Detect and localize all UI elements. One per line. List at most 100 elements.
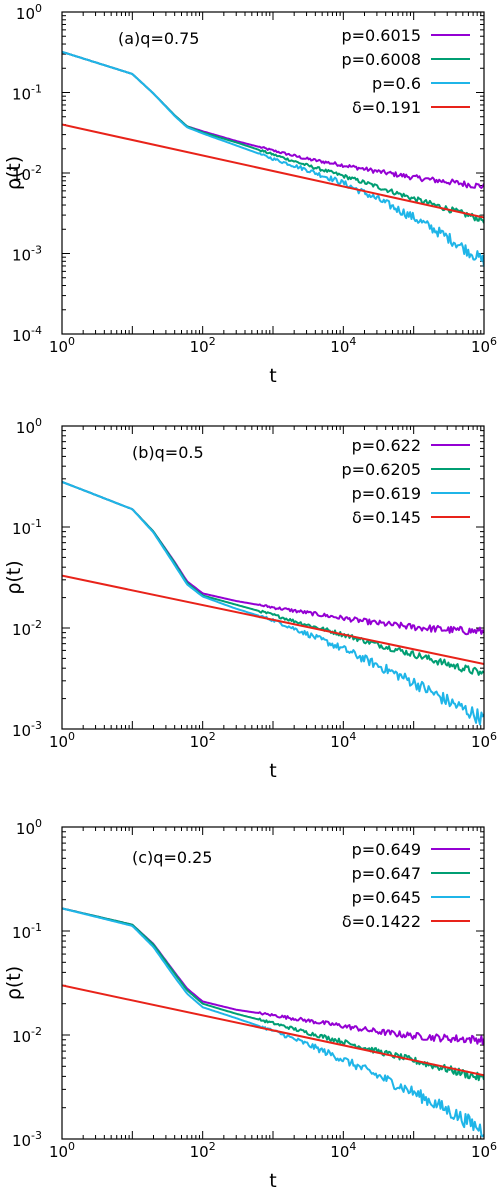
y-tick-label-base: 10 — [12, 247, 31, 265]
legend-label: p=0.649 — [352, 840, 421, 859]
legend-label: p=0.619 — [352, 484, 421, 503]
y-tick-label: 10-1 — [12, 517, 42, 538]
chart-panel-a: 100 102 104 10610010-110-210-310-4tρ(t)(a)q… — [3, 2, 497, 387]
series-line-4 — [62, 984, 484, 1077]
x-tick-label: 106 — [471, 1140, 497, 1161]
y-tick-label-exponent: 0 — [35, 416, 42, 429]
x-tick-label-base: 10 — [49, 733, 68, 751]
y-tick-label-exponent: 0 — [35, 817, 42, 830]
axis-ticks — [61, 827, 484, 1140]
x-tick-label: 104 — [330, 730, 356, 751]
x-tick-label: 100 — [49, 335, 75, 356]
y-tick-label-base: 10 — [16, 820, 35, 838]
y-tick-label-base: 10 — [16, 419, 35, 437]
x-tick-label: 106 — [471, 730, 497, 751]
x-tick-label-base: 10 — [330, 1143, 349, 1161]
x-tick-label-exponent: 6 — [490, 730, 497, 743]
x-tick-label-base: 10 — [49, 338, 68, 356]
y-tick-label-base: 10 — [12, 520, 31, 538]
x-tick-label-exponent: 6 — [490, 335, 497, 348]
x-tick-label-base: 10 — [330, 338, 349, 356]
x-tick-label-exponent: 2 — [209, 730, 216, 743]
y-tick-label-base: 10 — [12, 327, 31, 345]
series-line-4 — [62, 574, 484, 665]
plot-area — [62, 907, 484, 1138]
legend-label: p=0.622 — [352, 436, 421, 455]
y-tick-label-exponent: -2 — [31, 618, 42, 631]
x-tick-label-exponent: 4 — [349, 730, 356, 743]
x-tick-label-exponent: 0 — [68, 1140, 75, 1153]
plot-frame — [61, 425, 485, 730]
series-line-1 — [62, 480, 484, 636]
legend-label: δ=0.1422 — [342, 912, 421, 931]
x-tick-label-base: 10 — [190, 1143, 209, 1161]
y-tick-label: 10-2 — [12, 618, 42, 639]
series-line-2 — [62, 907, 484, 1082]
y-tick-label-base: 10 — [12, 1028, 31, 1046]
x-tick-label-exponent: 2 — [209, 335, 216, 348]
y-axis-label: ρ(t) — [3, 156, 25, 190]
panel-annotation: (c)q=0.25 — [132, 848, 212, 867]
y-tick-label: 100 — [16, 416, 42, 437]
legend-label: p=0.6008 — [341, 50, 421, 69]
y-tick-label: 10-4 — [12, 324, 42, 345]
y-tick-label-exponent: -3 — [31, 719, 42, 732]
plot-frame — [61, 11, 485, 335]
y-tick-label-exponent: -2 — [31, 163, 42, 176]
legend-label: δ=0.145 — [352, 508, 421, 527]
y-tick-label-base: 10 — [12, 166, 31, 184]
y-tick-label-exponent: -1 — [31, 921, 42, 934]
x-tick-label: 100 — [49, 730, 75, 751]
x-axis-label: t — [269, 365, 276, 387]
x-tick-label-base: 10 — [471, 338, 490, 356]
y-tick-label-exponent: -3 — [31, 244, 42, 257]
legend-label: p=0.6 — [372, 74, 421, 93]
y-tick-label: 10-1 — [12, 921, 42, 942]
chart-panel-c: 100 102 104 10610010-110-210-3tρ(t)(c)q=0.2… — [3, 817, 497, 1192]
y-tick-label: 100 — [16, 2, 42, 23]
plot-frame — [61, 826, 485, 1140]
plot-area — [62, 50, 484, 267]
panel-annotation: (b)q=0.5 — [132, 443, 204, 462]
x-tick-label: 100 — [49, 1140, 75, 1161]
x-tick-label-exponent: 2 — [209, 1140, 216, 1153]
y-tick-label: 100 — [16, 817, 42, 838]
x-tick-label-base: 10 — [190, 733, 209, 751]
series-line-3 — [62, 50, 484, 267]
panel-annotation: (a)q=0.75 — [118, 29, 199, 48]
plot-area — [62, 480, 484, 726]
chart-panel-b: 100 102 104 10610010-110-210-3tρ(t)(b)q=0.5… — [3, 416, 497, 782]
x-axis-label: t — [269, 1170, 276, 1192]
x-tick-label: 102 — [190, 730, 216, 751]
x-tick-label: 102 — [190, 1140, 216, 1161]
x-tick-label-base: 10 — [471, 733, 490, 751]
legend-label: δ=0.191 — [352, 98, 421, 117]
y-tick-label: 10-3 — [12, 719, 42, 740]
x-axis-label: t — [269, 760, 276, 782]
y-tick-label-exponent: -1 — [31, 83, 42, 96]
legend: p=0.6015 p=0.6008 p=0.6 δ=0.191 — [341, 26, 470, 117]
x-tick-label-base: 10 — [330, 733, 349, 751]
y-tick-label-exponent: -2 — [31, 1025, 42, 1038]
x-tick-label-base: 10 — [471, 1143, 490, 1161]
legend: p=0.622 p=0.6205 p=0.619 δ=0.145 — [341, 436, 470, 527]
legend-label: p=0.645 — [352, 888, 421, 907]
x-tick-label-exponent: 4 — [349, 1140, 356, 1153]
x-tick-label-exponent: 4 — [349, 335, 356, 348]
x-tick-label-exponent: 6 — [490, 1140, 497, 1153]
y-tick-label-exponent: -3 — [31, 1129, 42, 1142]
x-tick-label-exponent: 0 — [68, 335, 75, 348]
y-axis-label: ρ(t) — [3, 966, 25, 1000]
y-tick-label-exponent: -4 — [31, 324, 42, 337]
legend-label: p=0.6205 — [341, 460, 421, 479]
x-tick-label: 106 — [471, 335, 497, 356]
y-tick-label-base: 10 — [12, 924, 31, 942]
y-tick-label-base: 10 — [16, 5, 35, 23]
y-tick-label-base: 10 — [12, 722, 31, 740]
y-tick-label-exponent: -1 — [31, 517, 42, 530]
legend: p=0.649 p=0.647 p=0.645 δ=0.1422 — [342, 840, 470, 931]
x-tick-label: 104 — [330, 1140, 356, 1161]
x-tick-label-base: 10 — [190, 338, 209, 356]
x-tick-label-exponent: 0 — [68, 730, 75, 743]
x-tick-label: 104 — [330, 335, 356, 356]
